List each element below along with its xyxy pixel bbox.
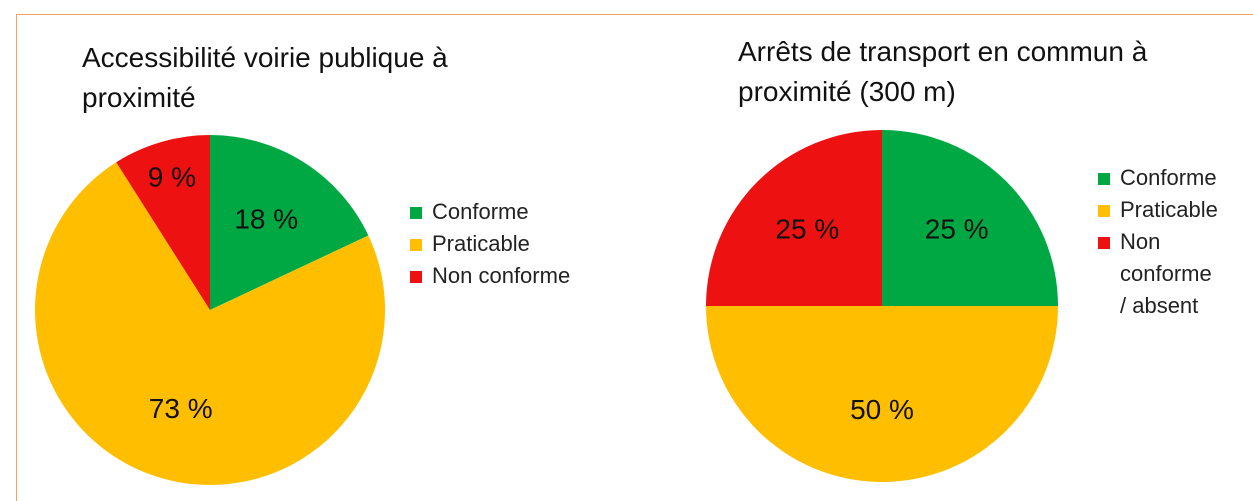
slice-label: 25 % xyxy=(775,214,839,245)
legend-swatch xyxy=(410,239,422,251)
chart-title: Arrêts de transport en commun à proximit… xyxy=(738,36,1148,107)
legend-item: Non conforme / absent xyxy=(1098,226,1223,322)
slice-label: 25 % xyxy=(925,214,989,245)
legend-label: Praticable xyxy=(1120,197,1218,222)
chart-title: Accessibilité voirie publique à proximit… xyxy=(82,42,448,113)
pie-slice xyxy=(210,135,369,310)
frame xyxy=(16,14,1253,501)
pie-slice xyxy=(882,130,1058,306)
slice-label: 73 % xyxy=(149,393,213,424)
legend-item: Conforme xyxy=(410,196,630,228)
pie-slice xyxy=(116,135,210,310)
legend-label: Non conforme / absent xyxy=(1120,229,1212,318)
legend-label: Praticable xyxy=(432,231,530,256)
legend-swatch xyxy=(410,271,422,283)
legend: Conforme Praticable Non conforme / absent xyxy=(1098,162,1223,322)
pie-slice xyxy=(706,130,882,306)
slice-label: 9 % xyxy=(148,161,196,192)
pie-slice xyxy=(706,306,1058,482)
legend-item: Non conforme xyxy=(410,260,630,292)
pie-slice xyxy=(34,162,386,486)
legend-label: Non conforme xyxy=(432,263,571,288)
legend-item: Praticable xyxy=(410,228,630,260)
slice-label: 18 % xyxy=(234,204,298,235)
slice-label: 50 % xyxy=(850,394,914,425)
legend-swatch xyxy=(1098,205,1110,217)
legend-label: Conforme xyxy=(1120,165,1217,190)
legend: Conforme Praticable Non conforme xyxy=(410,196,630,292)
legend-swatch xyxy=(1098,237,1110,249)
legend-swatch xyxy=(1098,173,1110,185)
legend-item: Conforme xyxy=(1098,162,1223,194)
legend-label: Conforme xyxy=(432,199,529,224)
legend-swatch xyxy=(410,207,422,219)
legend-item: Praticable xyxy=(1098,194,1223,226)
